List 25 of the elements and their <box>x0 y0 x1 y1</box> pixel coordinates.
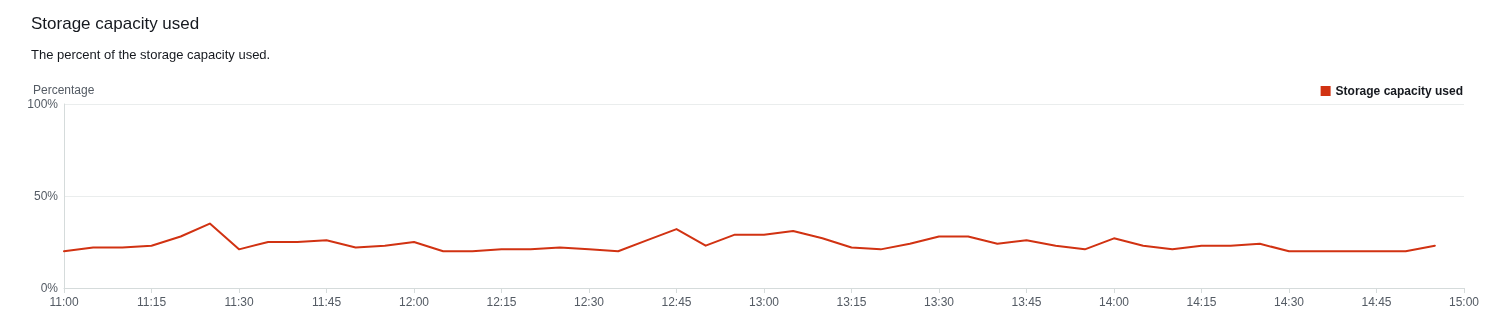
x-tick-label: 15:00 <box>1448 295 1480 309</box>
x-tick-label: 11:15 <box>136 295 167 309</box>
x-tick-label: 13:15 <box>836 295 867 309</box>
x-tick-label: 11:00 <box>49 295 79 309</box>
x-tick-label: 14:45 <box>1361 295 1392 309</box>
y-tick-label: 100% <box>27 97 59 111</box>
x-tick-label: 13:30 <box>923 295 955 309</box>
x-tick-label: 12:45 <box>661 295 692 309</box>
chart-subtitle: The percent of the storage capacity used. <box>31 47 271 62</box>
x-tick-label: 13:00 <box>748 295 780 309</box>
x-tick-label: 14:00 <box>1098 295 1130 309</box>
line-series <box>63 222 1436 253</box>
x-tick-label: 11:30 <box>224 295 254 309</box>
x-tick-label: 12:15 <box>486 295 517 309</box>
y-tick-label: 50% <box>33 189 59 203</box>
y-axis-title: Percentage <box>33 83 95 97</box>
x-tick-label: 11:45 <box>311 295 342 309</box>
x-tick-label: 13:45 <box>1011 295 1042 309</box>
y-tick-label: 0% <box>40 281 59 295</box>
chart-title: Storage capacity used <box>31 14 200 33</box>
x-tick-label: 12:30 <box>573 295 605 309</box>
x-tick-label: 14:15 <box>1186 295 1217 309</box>
legend-label: Storage capacity used <box>1335 84 1464 98</box>
x-tick-label: 12:00 <box>398 295 430 309</box>
x-tick-label: 14:30 <box>1273 295 1305 309</box>
